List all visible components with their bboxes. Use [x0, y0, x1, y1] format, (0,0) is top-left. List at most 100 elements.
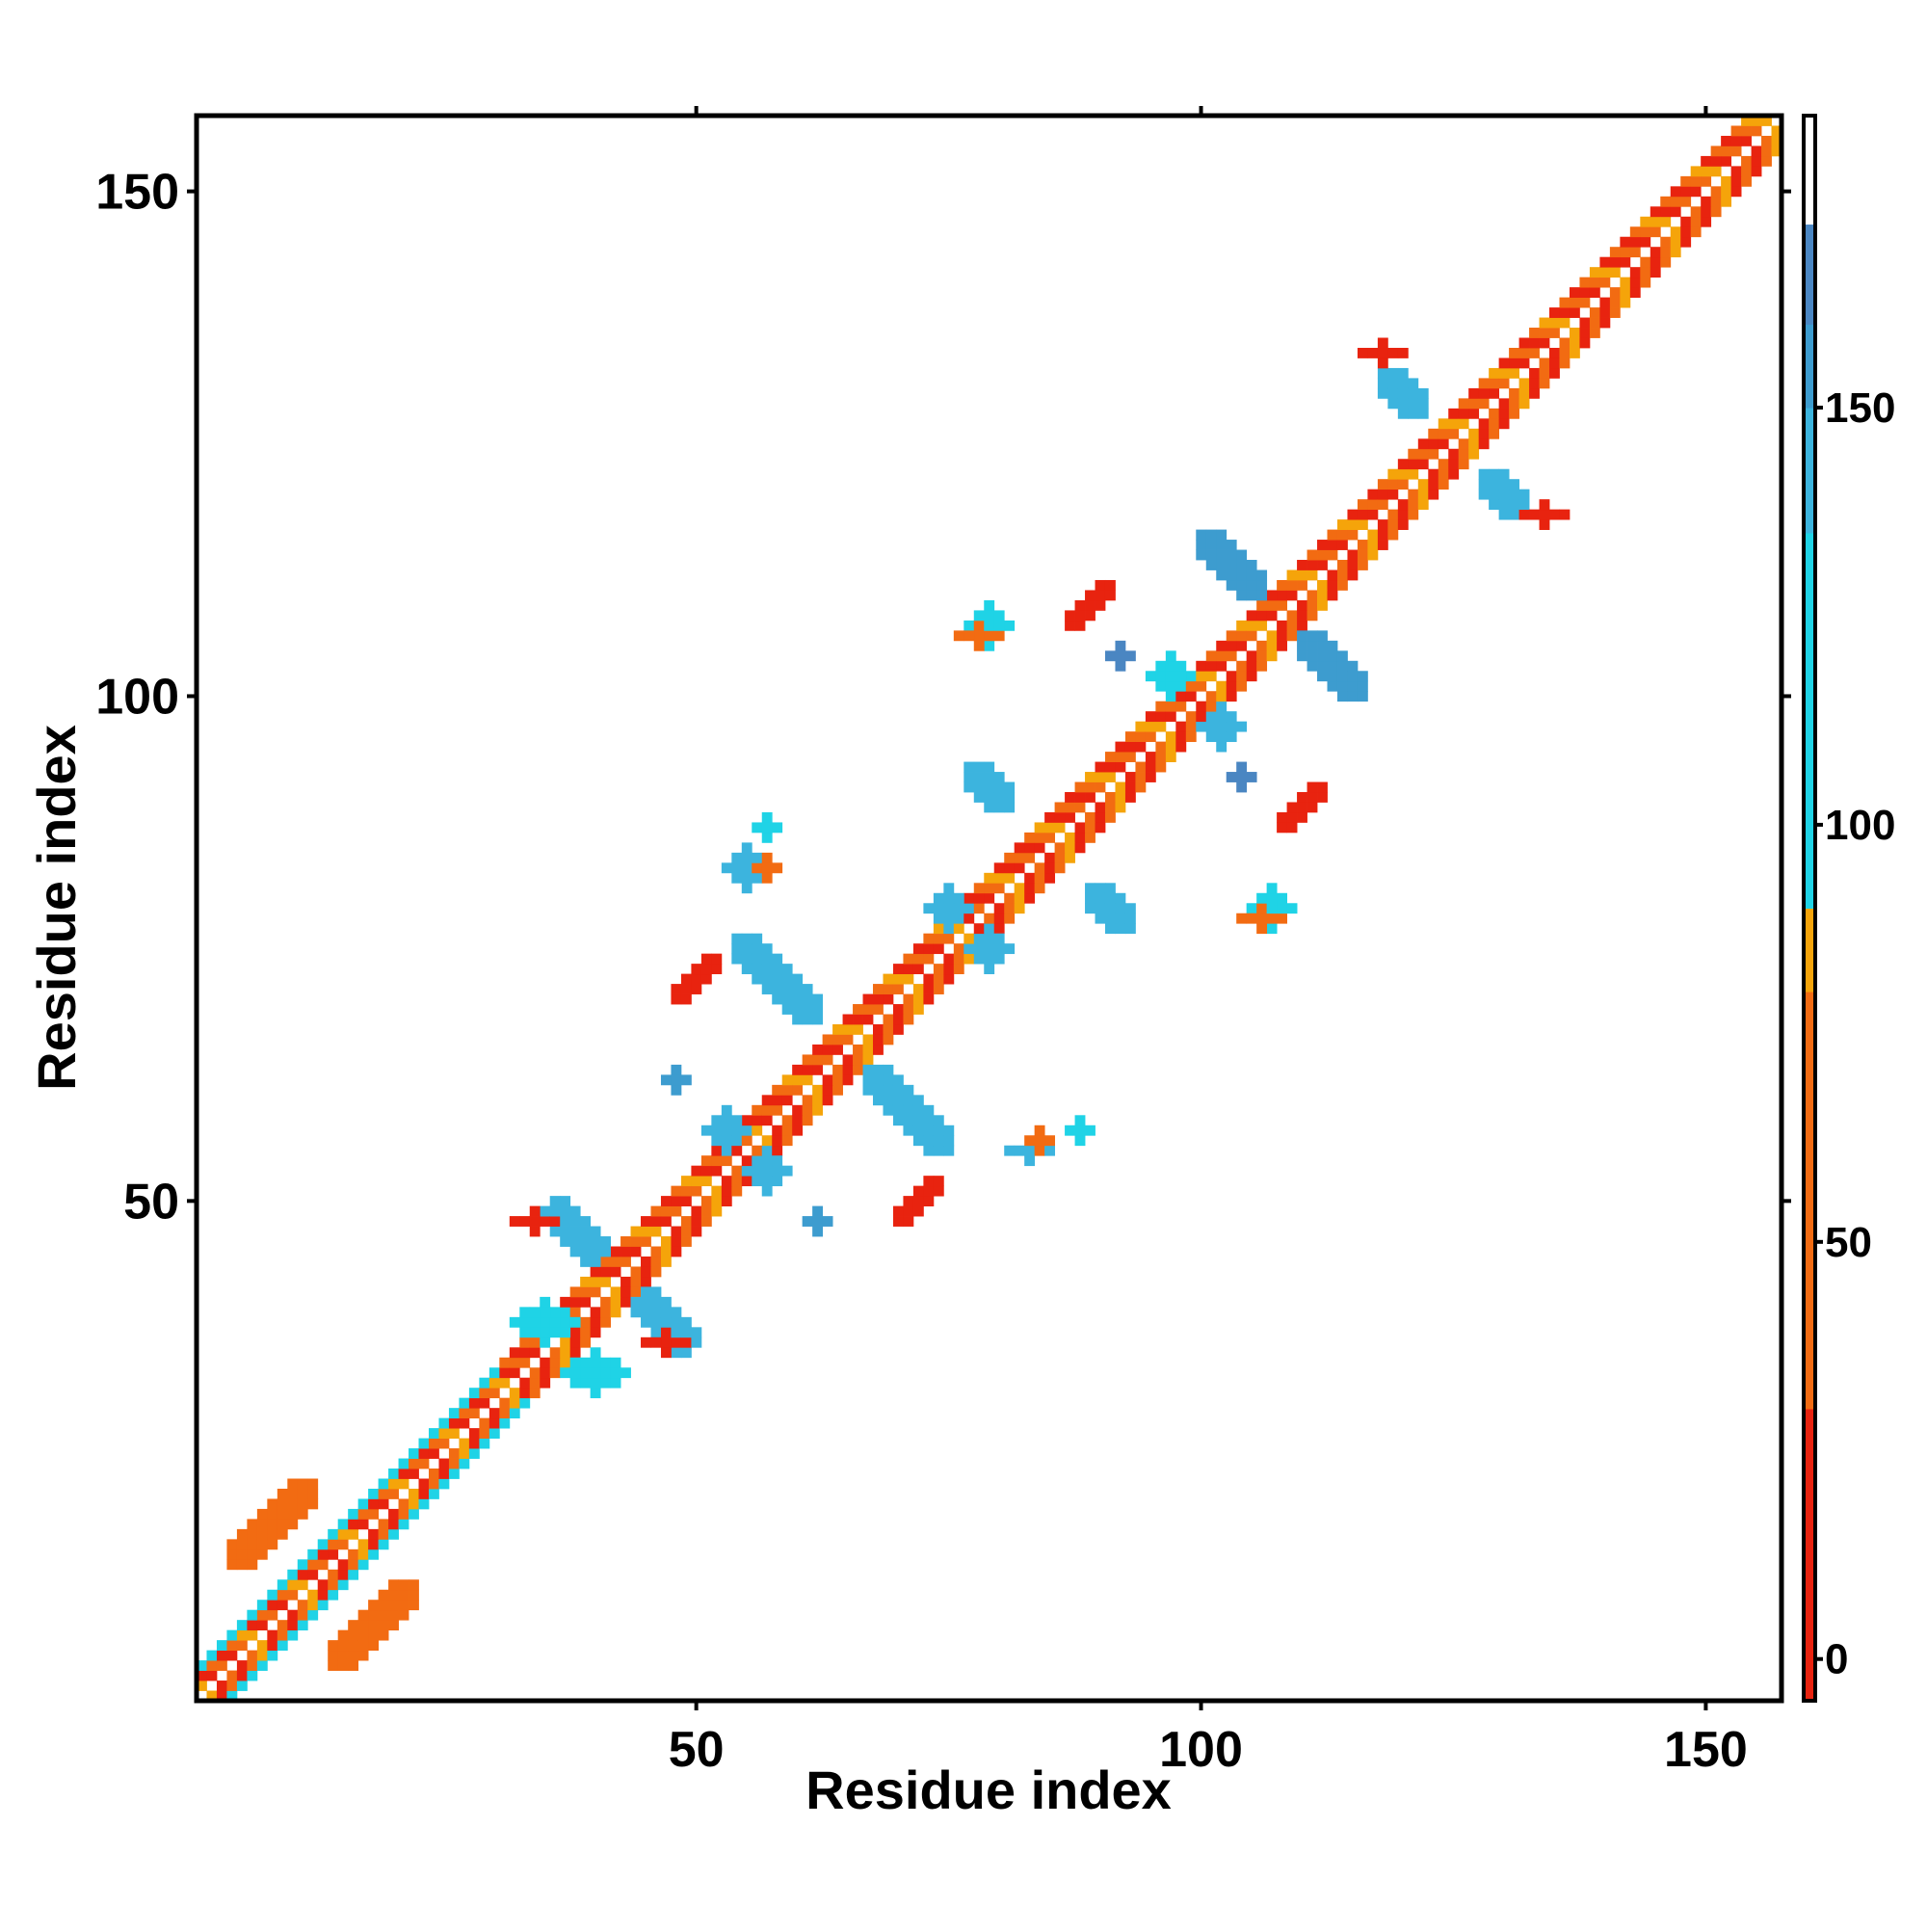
heatmap-cell [1660, 236, 1672, 248]
heatmap-cell [1145, 752, 1156, 762]
heatmap-cell [1327, 640, 1338, 651]
heatmap-cell [1629, 287, 1641, 298]
heatmap-cell [923, 993, 935, 1005]
heatmap-cell [468, 1448, 480, 1459]
heatmap-cell [297, 1559, 308, 1571]
heatmap-cell [923, 1176, 935, 1187]
heatmap-cell [549, 1357, 561, 1368]
heatmap-cell [378, 1620, 389, 1631]
heatmap-cell [680, 1347, 692, 1359]
heatmap-cell [1307, 560, 1318, 570]
heatmap-cell [1205, 549, 1217, 561]
heatmap-cell [1165, 671, 1176, 682]
heatmap-cell [1357, 680, 1368, 692]
heatmap-cell [1489, 489, 1500, 500]
heatmap-cell [1246, 569, 1257, 581]
heatmap-cell [873, 993, 884, 1005]
heatmap-cell [277, 1640, 288, 1652]
heatmap-cell [569, 1347, 581, 1359]
heatmap-cell [923, 933, 935, 944]
heatmap-cell [519, 1357, 531, 1368]
heatmap-cell [1498, 499, 1510, 511]
heatmap-cell [1650, 226, 1661, 238]
heatmap-cell [1336, 691, 1348, 702]
heatmap-cell [1397, 499, 1409, 511]
heatmap-cell [287, 1589, 299, 1601]
heatmap-cell [1701, 216, 1712, 227]
heatmap-cell [1367, 509, 1379, 520]
heatmap-cell [378, 1488, 389, 1499]
heatmap-cell [822, 1084, 833, 1096]
heatmap-cell [1317, 590, 1328, 601]
heatmap-cell [590, 1347, 601, 1359]
heatmap-cell [549, 1205, 561, 1217]
heatmap-cell [388, 1508, 399, 1520]
heatmap-cell [297, 1600, 308, 1611]
heatmap-cell [802, 1014, 813, 1025]
heatmap-cell [267, 1498, 278, 1510]
heatmap-cell [1377, 378, 1388, 389]
heatmap-cell [731, 1176, 743, 1187]
heatmap-cell [1741, 155, 1752, 167]
heatmap-cell [1448, 459, 1460, 470]
heatmap-cell [1438, 479, 1449, 490]
heatmap-cell [781, 1135, 793, 1147]
heatmap-cell [923, 903, 935, 914]
heatmap-cell [1629, 247, 1641, 258]
heatmap-cell [973, 620, 985, 631]
heatmap-cell [590, 1266, 601, 1278]
heatmap-cell [1387, 367, 1399, 379]
heatmap-cell [711, 1185, 723, 1197]
heatmap-cell [256, 1548, 268, 1560]
heatmap-cell [1205, 691, 1217, 702]
heatmap-cell [1650, 267, 1661, 278]
heatmap-cell [1347, 671, 1359, 682]
heatmap-cell [973, 933, 985, 944]
heatmap-cell [277, 1579, 288, 1591]
heatmap-cell [1246, 671, 1257, 682]
heatmap-cell [287, 1629, 299, 1641]
heatmap-cell [1074, 610, 1086, 622]
heatmap-cell [580, 1216, 592, 1227]
heatmap-cell [1115, 752, 1126, 762]
heatmap-cell [892, 1115, 904, 1126]
heatmap-cell [1347, 509, 1359, 520]
heatmap-cell [1307, 640, 1318, 651]
heatmap-cell [772, 822, 783, 834]
heatmap-cell [226, 1690, 238, 1702]
heatmap-cell [569, 1337, 581, 1348]
heatmap-cell [933, 964, 944, 975]
heatmap-cell [590, 1236, 601, 1247]
heatmap-cell [964, 761, 975, 773]
heatmap-cell [468, 1388, 480, 1399]
heatmap-cell [287, 1609, 299, 1621]
heatmap-cell [741, 1165, 752, 1177]
heatmap-cell [247, 1528, 258, 1540]
heatmap-cell [993, 792, 1005, 803]
heatmap-cell [1569, 328, 1580, 338]
heatmap-cell [943, 913, 955, 924]
heatmap-cell [873, 1023, 884, 1035]
heatmap-cell [328, 1539, 339, 1550]
heatmap-cell [862, 1004, 874, 1015]
heatmap-cell [912, 1185, 924, 1197]
heatmap-cell [1165, 680, 1176, 692]
heatmap-cell [883, 973, 894, 985]
heatmap-cell [1347, 660, 1359, 672]
heatmap-cell [1589, 277, 1600, 288]
heatmap-cell [1741, 135, 1752, 146]
heatmap-cell [398, 1600, 409, 1611]
heatmap-cell [1468, 448, 1480, 460]
heatmap-cell [540, 1216, 551, 1227]
heatmap-cell [680, 1176, 692, 1187]
heatmap-cell [984, 953, 995, 965]
heatmap-cell [1336, 671, 1348, 682]
heatmap-cell [832, 1074, 843, 1086]
heatmap-cell [1357, 560, 1368, 570]
heatmap-cell [1478, 418, 1490, 430]
heatmap-cell [853, 1014, 863, 1025]
heatmap-cell [1175, 671, 1187, 682]
heatmap-cell [812, 1216, 824, 1227]
heatmap-cell [1226, 691, 1237, 702]
